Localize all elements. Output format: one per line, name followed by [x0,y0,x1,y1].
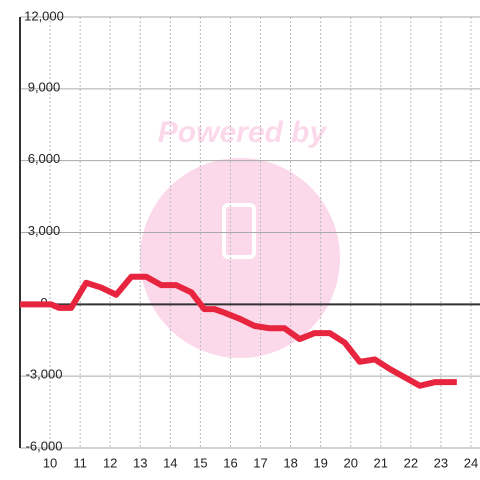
x-tick-label: 14 [163,455,177,470]
x-tick-label: 19 [313,455,327,470]
x-tick-label: 20 [343,455,357,470]
y-tick-label: 12,000 [24,8,64,23]
x-tick-label: 13 [133,455,147,470]
y-tick-label: 9,000 [28,79,61,94]
watermark: Powered by [140,116,340,358]
x-tick-label: 24 [464,455,478,470]
watermark-text: Powered by [158,116,328,149]
data-line [20,273,457,389]
x-tick-label: 16 [223,455,237,470]
x-tick-label: 17 [253,455,267,470]
x-tick-label: 21 [374,455,388,470]
x-tick-label: 18 [283,455,297,470]
x-tick-label: 22 [404,455,418,470]
x-tick-label: 23 [434,455,448,470]
y-tick-label: 3,000 [28,223,61,238]
watermark-icon [222,203,256,259]
y-tick-label: -6,000 [26,438,63,453]
x-tick-label: 15 [193,455,207,470]
y-tick-label: -3,000 [26,367,63,382]
x-tick-label: 12 [103,455,117,470]
x-tick-label: 10 [43,455,57,470]
y-tick-label: 6,000 [28,151,61,166]
x-tick-label: 11 [73,455,87,470]
